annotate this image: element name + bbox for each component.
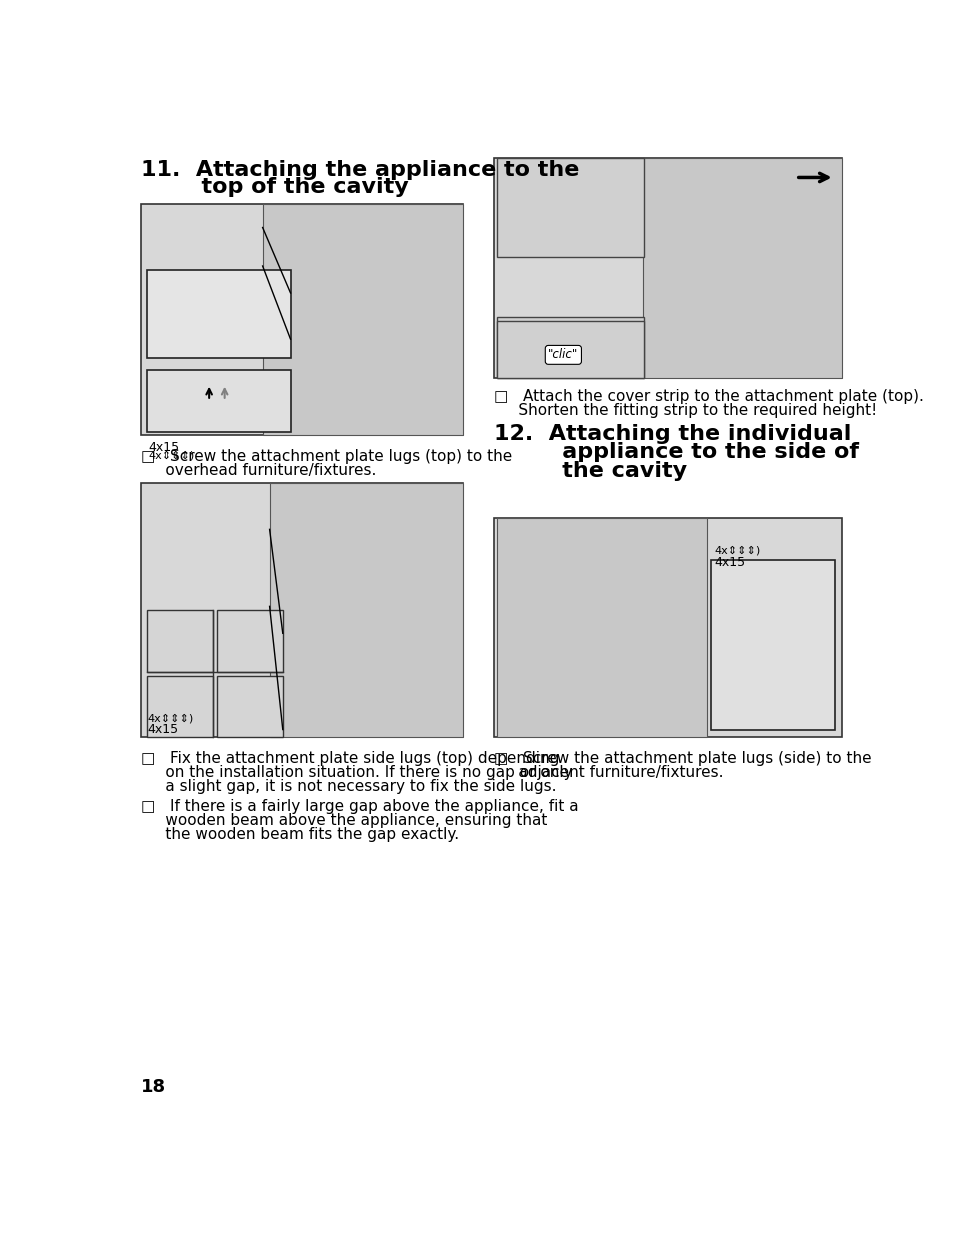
- Bar: [147, 270, 291, 358]
- Text: wooden beam above the appliance, ensuring that: wooden beam above the appliance, ensurin…: [141, 813, 547, 827]
- Text: the wooden beam fits the gap exactly.: the wooden beam fits the gap exactly.: [141, 826, 458, 841]
- Bar: [497, 158, 643, 257]
- Text: □   Screw the attachment plate lugs (side) to the: □ Screw the attachment plate lugs (side)…: [493, 751, 870, 766]
- Text: 4x⇕⇕⇕): 4x⇕⇕⇕): [714, 546, 760, 556]
- Text: on the installation situation. If there is no gap or only: on the installation situation. If there …: [141, 764, 572, 781]
- Bar: [270, 483, 462, 737]
- Text: 4x15: 4x15: [149, 441, 179, 453]
- Text: 4x15: 4x15: [714, 556, 745, 568]
- Bar: [147, 370, 291, 431]
- Text: 4x15: 4x15: [147, 724, 178, 736]
- Bar: [497, 517, 706, 737]
- Text: Shorten the fitting strip to the required height!: Shorten the fitting strip to the require…: [493, 403, 876, 419]
- Text: "clic": "clic": [548, 348, 578, 362]
- Text: 11.  Attaching the appliance to the: 11. Attaching the appliance to the: [141, 159, 578, 180]
- Text: 4x⇕⇕⇕): 4x⇕⇕⇕): [149, 451, 194, 461]
- Text: the cavity: the cavity: [507, 461, 686, 480]
- Bar: [141, 483, 462, 737]
- Text: top of the cavity: top of the cavity: [154, 178, 408, 198]
- Text: □   Attach the cover strip to the attachment plate (top).: □ Attach the cover strip to the attachme…: [493, 389, 923, 404]
- Bar: [710, 561, 834, 730]
- Bar: [497, 317, 643, 378]
- Text: 4x⇕⇕⇕): 4x⇕⇕⇕): [147, 714, 193, 724]
- Bar: [493, 158, 841, 378]
- Bar: [216, 610, 282, 672]
- Bar: [147, 676, 213, 737]
- Text: overhead furniture/fixtures.: overhead furniture/fixtures.: [141, 463, 375, 478]
- Text: a slight gap, it is not necessary to fix the side lugs.: a slight gap, it is not necessary to fix…: [141, 779, 556, 794]
- Text: □   Screw the attachment plate lugs (top) to the: □ Screw the attachment plate lugs (top) …: [141, 450, 512, 464]
- Bar: [141, 205, 462, 436]
- Bar: [262, 205, 462, 436]
- Bar: [642, 158, 841, 378]
- Text: □   Fix the attachment plate side lugs (top) depending: □ Fix the attachment plate side lugs (to…: [141, 751, 558, 766]
- Text: 12.  Attaching the individual: 12. Attaching the individual: [493, 424, 850, 443]
- Text: 18: 18: [141, 1078, 166, 1095]
- Bar: [147, 610, 213, 672]
- Text: appliance to the side of: appliance to the side of: [507, 442, 858, 462]
- Bar: [493, 517, 841, 737]
- Text: adjacent furniture/fixtures.: adjacent furniture/fixtures.: [493, 764, 722, 781]
- Text: □   If there is a fairly large gap above the appliance, fit a: □ If there is a fairly large gap above t…: [141, 799, 578, 814]
- Bar: [497, 321, 643, 378]
- Bar: [216, 676, 282, 737]
